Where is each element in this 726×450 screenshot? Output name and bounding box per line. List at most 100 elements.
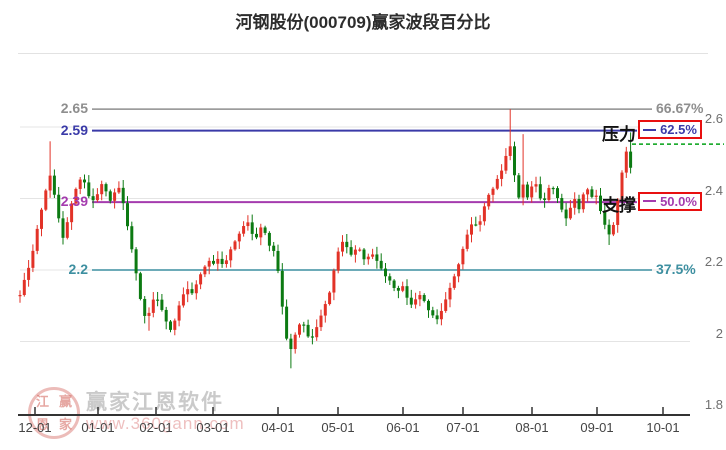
candle-body (293, 334, 297, 350)
band-pct-label: 66.67% (656, 100, 704, 117)
candle-body (525, 184, 529, 198)
candle-body (358, 249, 362, 251)
candle-body (190, 289, 194, 294)
candle-body (349, 247, 353, 255)
resistance-label: 压力 (602, 124, 636, 144)
candle-body (457, 264, 461, 277)
candle-body (48, 175, 52, 191)
candle-body (117, 187, 121, 193)
candle-body (156, 299, 160, 301)
candle-body (392, 280, 396, 288)
candle-body (371, 254, 375, 257)
candle-body (611, 224, 615, 235)
level-price-label: 2.39 (60, 193, 88, 210)
candle-body (280, 270, 284, 307)
candle-body (22, 279, 26, 296)
candle-body (319, 315, 323, 328)
candle-body (487, 194, 491, 207)
candle-body (27, 267, 31, 280)
candle-body (560, 198, 564, 210)
candle-body (298, 324, 301, 335)
candle-body (556, 188, 559, 199)
watermark-logo-char: 恩 (35, 417, 49, 432)
candle-body (35, 228, 39, 251)
candle-body (362, 249, 366, 260)
candle-body (427, 300, 430, 311)
band-pct-label: 37.5% (656, 261, 696, 277)
candle-body (263, 227, 267, 233)
candle-body (495, 178, 499, 189)
candle-body (530, 186, 534, 198)
candle-body (431, 310, 435, 316)
chart-title: 河钢股份(000709)赢家波段百分比 (235, 13, 491, 32)
candle-body (310, 336, 314, 338)
y-axis-tick-label: 2.4 (704, 182, 723, 198)
candle-body (91, 196, 95, 201)
candle-body (95, 194, 99, 201)
candle-body (543, 198, 547, 200)
candle-body (40, 209, 43, 229)
candle-body (341, 241, 344, 252)
candle-body (513, 146, 516, 176)
candle-body (379, 260, 383, 269)
candle-body (573, 199, 577, 208)
candle-body (207, 260, 211, 267)
candle-body (439, 310, 443, 320)
candle-body (164, 309, 168, 322)
band-pct-badge: 62.5% (638, 120, 702, 140)
candle-body (306, 324, 310, 337)
candle-body (607, 224, 611, 235)
x-axis-tick-label: 02-01 (139, 420, 173, 435)
candle-body (586, 189, 590, 195)
x-axis-tick-label: 05-01 (321, 420, 355, 435)
level-price-label: 2.65 (60, 100, 88, 117)
badge-dash-icon (643, 200, 657, 203)
x-axis-tick-label: 08-01 (515, 420, 549, 435)
candle-body (285, 306, 289, 339)
watermark-logo-char: 家 (58, 417, 72, 432)
candle-body (177, 305, 181, 321)
candle-body (405, 286, 409, 298)
candle-body (143, 298, 147, 316)
candle-body (461, 248, 465, 265)
candle-body (83, 179, 86, 183)
candle-body (345, 241, 349, 248)
candle-body (603, 211, 607, 225)
candle-body (599, 195, 602, 212)
candle-body (246, 222, 250, 227)
candle-body (87, 182, 91, 197)
candle-body (216, 258, 220, 264)
candle-body (220, 258, 224, 265)
candle-body (388, 276, 392, 281)
candle-body (568, 207, 572, 219)
candle-body (332, 270, 336, 293)
watermark-logo-char: 江 (35, 394, 49, 409)
candle-body (353, 249, 357, 255)
candle-body (504, 155, 508, 171)
candle-body (130, 226, 134, 250)
candle-body (500, 170, 504, 179)
candle-body (242, 226, 246, 234)
candle-body (452, 276, 456, 288)
watermark-url-text: www.360gann.com (86, 414, 245, 433)
candle-body (267, 232, 271, 246)
candle-body (594, 195, 598, 197)
candle-body (564, 209, 568, 219)
candle-body (581, 194, 585, 210)
candle-body (465, 234, 469, 249)
watermark-logo-icon: 江 赢 恩 家 (28, 387, 80, 439)
candle-body (121, 187, 125, 204)
candle-body (224, 260, 228, 265)
support-label: 支撑 (602, 196, 636, 216)
candle-body (590, 189, 594, 197)
level-price-label: 2.59 (60, 121, 88, 138)
candle-body (366, 256, 370, 260)
candle-body (194, 284, 198, 294)
candle-body (302, 324, 306, 326)
candle-body (134, 249, 138, 274)
candle-body (147, 312, 151, 316)
candle-body (517, 175, 521, 198)
candle-body (181, 294, 185, 306)
level-price-label: 2.2 (68, 261, 88, 277)
candle-body (151, 299, 155, 313)
